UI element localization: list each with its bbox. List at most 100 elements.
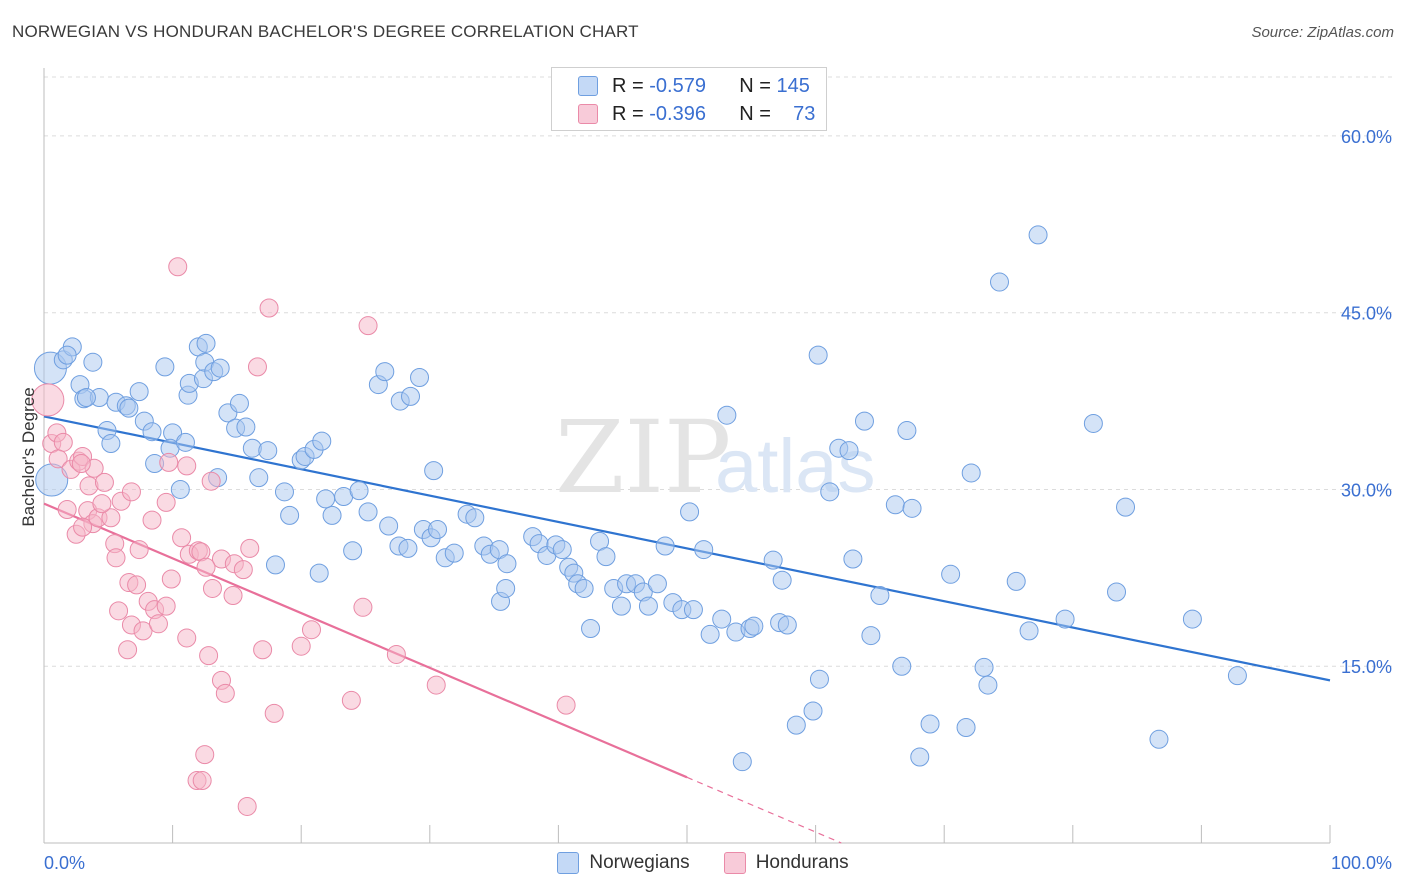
honduran-point xyxy=(259,298,279,318)
norwegian-point xyxy=(249,468,269,488)
honduran-point xyxy=(196,557,216,577)
honduran-point xyxy=(133,621,153,641)
honduran-point xyxy=(127,575,147,595)
honduran-point xyxy=(215,683,235,703)
honduran-point xyxy=(159,452,179,472)
honduran-point xyxy=(172,528,192,548)
norwegian-point xyxy=(786,715,806,735)
norwegian-point xyxy=(772,570,792,590)
norwegian-point xyxy=(961,463,981,483)
legend-item-hondurans[interactable]: Hondurans xyxy=(723,852,849,874)
watermark-zip: ZIP xyxy=(555,399,731,516)
honduran-point xyxy=(264,703,284,723)
norwegian-point xyxy=(322,505,342,525)
honduran-point xyxy=(148,614,168,634)
norwegian-point xyxy=(155,357,175,377)
honduran-point xyxy=(79,476,99,496)
norwegian-point xyxy=(236,417,256,437)
norwegian-point xyxy=(655,536,675,556)
norwegian-point xyxy=(732,752,752,772)
legend-r-label: R = xyxy=(612,74,644,97)
norwegian-point xyxy=(265,555,285,575)
honduran-point xyxy=(358,316,378,336)
norwegian-point xyxy=(496,578,516,598)
honduran-point xyxy=(291,636,311,656)
hondurans-points xyxy=(31,257,576,816)
norwegian-point xyxy=(974,657,994,677)
honduran-point xyxy=(240,538,260,558)
norwegian-point xyxy=(902,498,922,518)
norwegian-point xyxy=(717,405,737,425)
norwegian-point xyxy=(1006,571,1026,591)
norwegian-point xyxy=(552,540,572,560)
source-label: Source: ZipAtlas.com xyxy=(1251,24,1394,41)
honduran-point xyxy=(556,695,576,715)
norwegian-point xyxy=(1055,609,1075,629)
norwegian-point xyxy=(694,540,714,560)
norwegian-point xyxy=(196,333,216,353)
norwegian-point xyxy=(941,564,961,584)
axes xyxy=(43,68,1331,844)
norwegian-point xyxy=(897,421,917,441)
norwegian-point xyxy=(744,616,764,636)
honduran-point xyxy=(129,540,149,560)
y-axis-label: Bachelor's Degree xyxy=(19,387,38,526)
norwegian-point xyxy=(83,352,103,372)
norwegian-point xyxy=(170,479,190,499)
norwegians-label: Norwegians xyxy=(589,852,690,873)
norwegian-point xyxy=(142,422,162,442)
norwegian-point xyxy=(1227,666,1247,686)
honduran-point xyxy=(237,796,257,816)
honduran-point xyxy=(156,596,176,616)
norwegian-point xyxy=(910,747,930,767)
norwegian-point xyxy=(309,563,329,583)
norwegian-point xyxy=(1116,497,1136,517)
norwegian-point xyxy=(574,578,594,598)
norwegian-point xyxy=(680,502,700,522)
honduran-point xyxy=(301,620,321,640)
x-tick-label: 0.0% xyxy=(44,853,85,873)
honduran-point xyxy=(233,560,253,580)
norwegian-point xyxy=(809,669,829,689)
legend-n-value: 145 xyxy=(776,74,810,97)
honduran-point xyxy=(31,383,65,417)
norwegian-point xyxy=(1019,621,1039,641)
honduran-point xyxy=(247,357,267,377)
norwegian-point xyxy=(843,549,863,569)
norwegian-point xyxy=(424,461,444,481)
hondurans-trend-line xyxy=(43,502,688,779)
legend-r-value: -0.396 xyxy=(649,102,706,125)
honduran-point xyxy=(177,456,197,476)
legend-item-norwegians[interactable]: Norwegians xyxy=(557,852,690,874)
norwegian-point xyxy=(1149,729,1169,749)
correlation-legend: R = -0.579 N = 145 R = -0.396 N = 73 xyxy=(551,67,827,131)
norwegian-point xyxy=(1107,582,1127,602)
norwegian-point xyxy=(349,481,369,501)
honduran-point xyxy=(118,640,138,660)
honduran-point xyxy=(223,586,243,606)
honduran-point xyxy=(156,492,176,512)
norwegian-point xyxy=(920,714,940,734)
norwegian-point xyxy=(839,441,859,461)
legend-row-norwegians: R = -0.579 N = 145 xyxy=(578,74,810,98)
norwegian-point xyxy=(820,482,840,502)
norwegian-point xyxy=(444,543,464,563)
legend-swatch-blue xyxy=(578,76,598,96)
y-tick-label: 30.0% xyxy=(1341,480,1392,500)
norwegian-point xyxy=(1028,225,1048,245)
y-tick-label: 45.0% xyxy=(1341,304,1392,324)
y-tick-label: 15.0% xyxy=(1341,657,1392,677)
norwegian-point xyxy=(280,505,300,525)
honduran-point xyxy=(386,644,406,664)
honduran-point xyxy=(106,548,126,568)
norwegian-point xyxy=(497,554,517,574)
norwegian-point xyxy=(638,596,658,616)
honduran-point xyxy=(168,257,188,277)
honduran-point xyxy=(73,517,93,537)
norwegians-swatch xyxy=(557,852,580,874)
chart-title: NORWEGIAN VS HONDURAN BACHELOR'S DEGREE … xyxy=(12,22,639,41)
norwegian-point xyxy=(892,656,912,676)
norwegian-point xyxy=(700,624,720,644)
honduran-point xyxy=(92,494,112,514)
